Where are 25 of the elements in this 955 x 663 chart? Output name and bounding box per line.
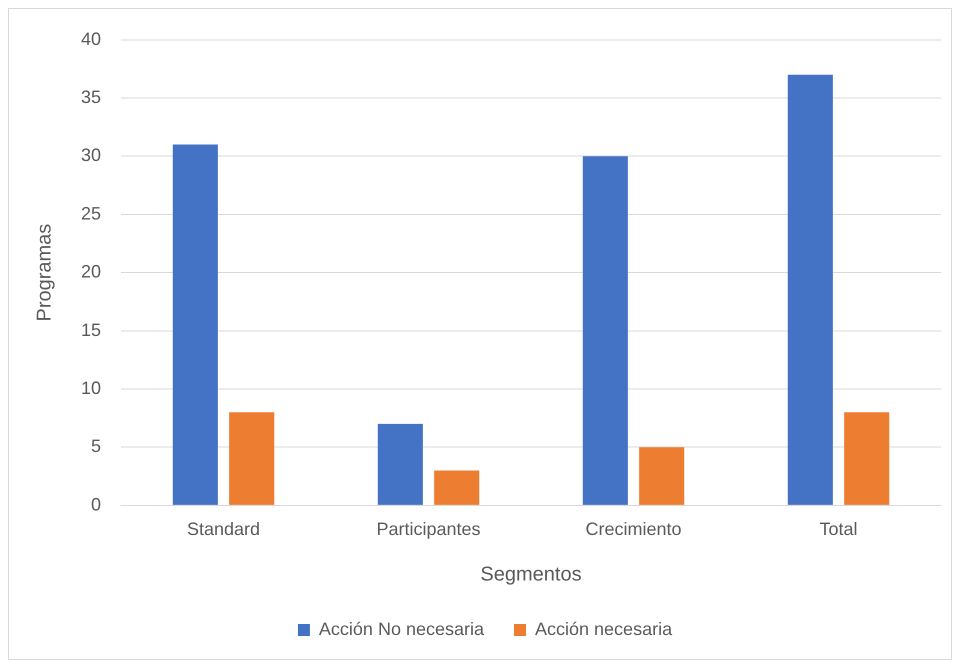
y-tick-label: 15 — [80, 320, 102, 340]
bar — [378, 424, 423, 505]
x-tick-label: Total — [819, 519, 858, 540]
y-tick-label: 30 — [80, 145, 102, 166]
x-axis-title: Segmentos — [480, 564, 582, 586]
y-tick-label: 25 — [80, 203, 102, 224]
bar — [434, 470, 480, 505]
bar — [639, 447, 684, 505]
y-tick-label: 20 — [80, 262, 102, 282]
y-tick-label: 40 — [80, 28, 102, 49]
y-tick-label: 10 — [80, 378, 102, 398]
bar — [172, 144, 218, 505]
bar — [582, 156, 628, 505]
legend-label: Acción necesaria — [535, 618, 674, 639]
bar — [844, 412, 890, 505]
legend-label: Acción No necesaria — [318, 618, 485, 639]
x-tick-label: Crecimiento — [585, 519, 682, 540]
y-tick-label: 0 — [91, 494, 102, 514]
bar — [229, 412, 274, 505]
y-tick-label: 5 — [91, 436, 102, 456]
bar — [788, 74, 833, 505]
y-tick-label: 35 — [80, 86, 102, 107]
x-tick-label: Standard — [186, 519, 260, 540]
x-tick-label: Participantes — [376, 519, 481, 540]
y-axis-title: Programas — [34, 224, 56, 322]
